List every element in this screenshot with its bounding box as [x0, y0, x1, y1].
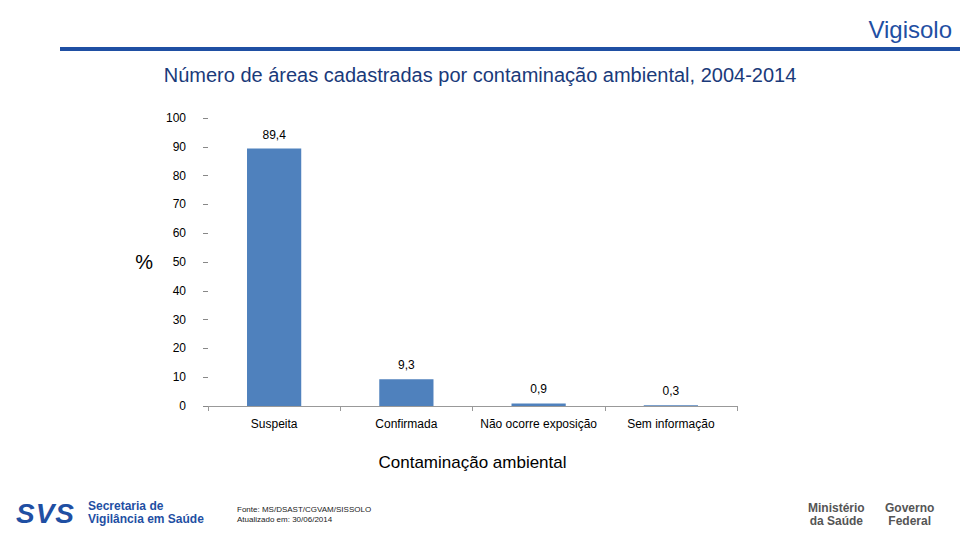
svg-text:40: 40	[173, 284, 187, 298]
svg-text:10: 10	[173, 370, 187, 384]
html-text:Vigisolo: Vigisolo	[868, 16, 952, 43]
html-text:SVS: SVS	[16, 498, 75, 529]
html-text:Ministério: Ministério	[808, 501, 865, 515]
svg-text:100: 100	[166, 111, 186, 125]
svg-text:Sem informação: Sem informação	[627, 417, 715, 431]
html-text:da Saúde: da Saúde	[809, 514, 863, 528]
svg-text:%: %	[135, 251, 153, 273]
svg-text:Confirmada: Confirmada	[375, 417, 437, 431]
svg-text:0,3: 0,3	[663, 384, 680, 398]
svg-text:50: 50	[173, 255, 187, 269]
svg-text:0,9: 0,9	[530, 382, 547, 396]
svg-text:20: 20	[173, 341, 187, 355]
svg-text:9,3: 9,3	[398, 358, 415, 372]
svg-text:Contaminação ambiental: Contaminação ambiental	[378, 453, 566, 472]
svg-text:89,4: 89,4	[262, 128, 286, 142]
svg-text:30: 30	[173, 313, 187, 327]
html-text:Governo: Governo	[885, 501, 935, 515]
html-text:Fonte: MS/DSAST/CGVAM/SISSOLO: Fonte: MS/DSAST/CGVAM/SISSOLO	[237, 505, 372, 514]
svg-text:0: 0	[179, 399, 186, 413]
svg-text:90: 90	[173, 140, 187, 154]
html-text:Secretaria de: Secretaria de	[88, 499, 164, 513]
html-text:Número de áreas cadastradas po: Número de áreas cadastradas por contamin…	[163, 64, 797, 86]
svg-text:60: 60	[173, 226, 187, 240]
svg-text:80: 80	[173, 169, 187, 183]
html-text:Federal: Federal	[888, 514, 931, 528]
svg-text:Não ocorre exposição: Não ocorre exposição	[480, 417, 597, 431]
html-text:Atualizado em: 30/06/2014: Atualizado em: 30/06/2014	[237, 515, 333, 524]
html-text:Vigilância em Saúde: Vigilância em Saúde	[88, 512, 204, 526]
svg-text:70: 70	[173, 197, 187, 211]
svg-text:Suspeita: Suspeita	[251, 417, 298, 431]
